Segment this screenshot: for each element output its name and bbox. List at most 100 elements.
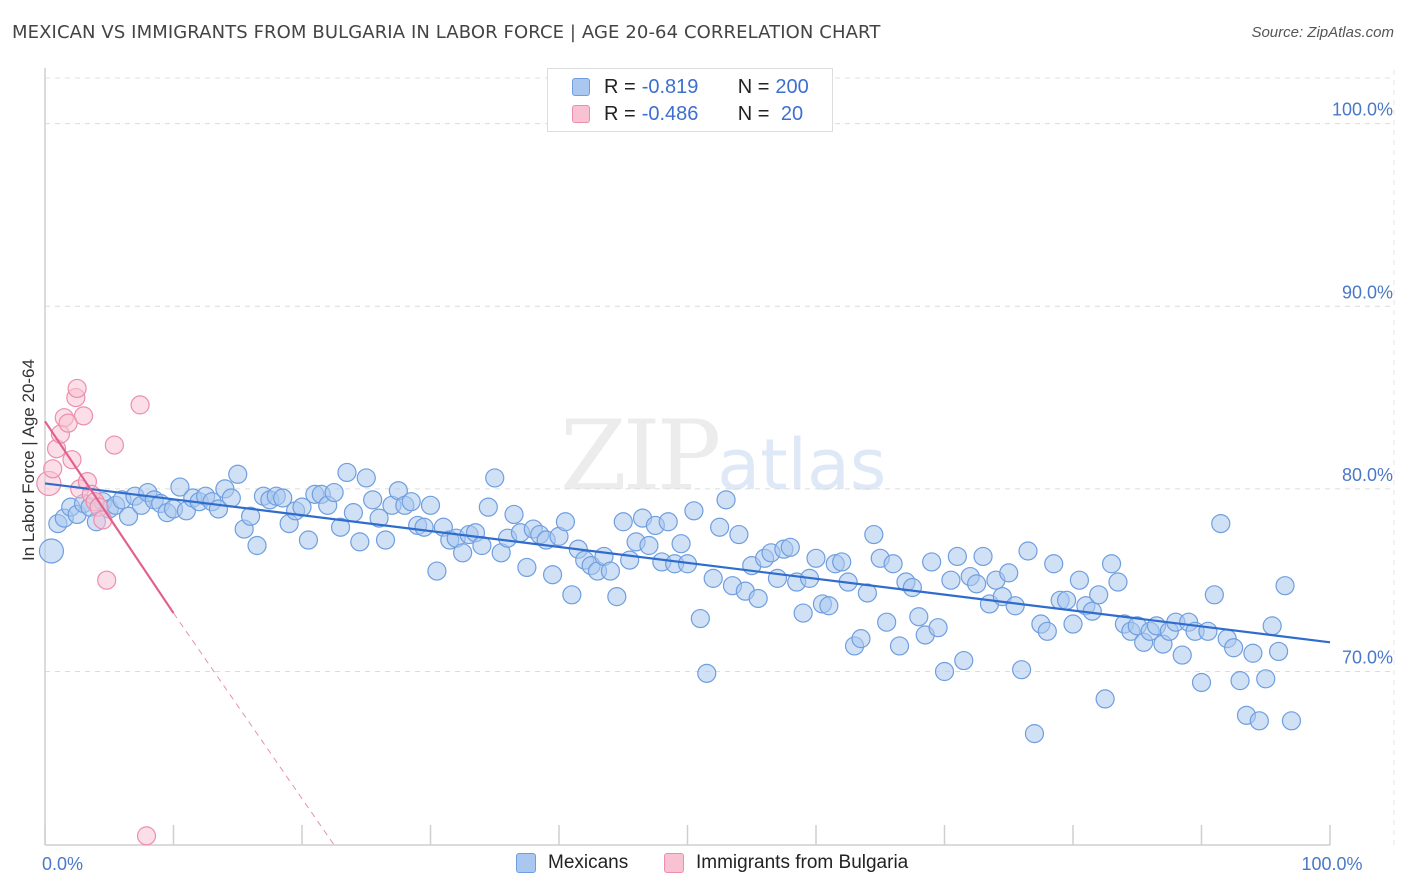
data-point: [1191, 672, 1212, 693]
x-tick-label: 100.0%: [1301, 854, 1362, 874]
data-point: [1198, 621, 1218, 641]
legend-r-label: R =: [604, 75, 636, 98]
data-point: [954, 650, 974, 671]
data-point: [902, 577, 922, 598]
data-point: [889, 636, 910, 656]
source-credit: Source: ZipAtlas.com: [1251, 24, 1394, 41]
legend-row-mexicans: R = -0.819 N = 200: [572, 74, 809, 100]
data-point: [1044, 554, 1064, 574]
data-point: [967, 574, 987, 594]
watermark: ZIPatlas: [560, 400, 886, 512]
legend-swatch-bulgaria: [664, 853, 684, 873]
y-tick-label: 80.0%: [1342, 465, 1393, 485]
data-point: [517, 557, 537, 578]
data-point: [877, 612, 897, 632]
data-point: [38, 538, 65, 564]
legend: R = -0.819 N = 200 R = -0.486 N = 20: [547, 68, 833, 132]
data-point: [613, 512, 633, 532]
data-point: [857, 583, 878, 603]
data-point: [767, 568, 788, 588]
data-point: [710, 517, 730, 537]
data-point: [330, 517, 351, 537]
data-point: [93, 510, 113, 530]
y-tick-label: 100.0%: [1332, 100, 1393, 120]
bottom-legend-label: Mexicans: [548, 852, 629, 873]
data-point: [819, 596, 839, 616]
legend-swatch-mexicans: [572, 78, 590, 96]
series-mexicans: [38, 462, 1302, 744]
bottom-legend-label: Immigrants from Bulgaria: [696, 852, 909, 873]
data-point: [97, 570, 117, 590]
data-point: [356, 468, 376, 488]
y-tick-label: 90.0%: [1342, 282, 1393, 302]
data-point: [542, 565, 563, 585]
data-point: [684, 501, 704, 521]
data-point: [414, 517, 434, 537]
data-point: [504, 504, 524, 525]
grid-lines: [45, 70, 1395, 845]
data-point: [427, 561, 447, 581]
data-point: [324, 482, 344, 503]
data-point: [883, 554, 903, 574]
data-point: [1089, 585, 1109, 605]
data-point: [170, 477, 190, 497]
data-point: [928, 618, 948, 638]
data-point: [1243, 643, 1263, 663]
watermark-zip: ZIP: [560, 400, 721, 512]
data-point: [104, 435, 124, 455]
legend-swatch-bulgaria: [572, 105, 590, 123]
data-point: [298, 530, 319, 550]
legend-swatch-mexicans: [516, 853, 536, 873]
legend-r-label: R =: [604, 102, 636, 125]
data-point: [941, 570, 961, 590]
data-point: [130, 395, 150, 415]
legend-r-value: -0.486: [641, 102, 699, 125]
data-point: [806, 548, 826, 568]
data-point: [337, 462, 357, 483]
data-point: [555, 512, 576, 532]
data-point: [73, 406, 94, 426]
data-point: [658, 512, 678, 532]
data-point: [1063, 614, 1083, 634]
x-tick-label: 0.0%: [42, 854, 83, 874]
data-point: [1224, 638, 1244, 658]
data-point: [716, 490, 736, 510]
data-point: [600, 561, 621, 581]
data-point: [909, 607, 929, 627]
data-point: [478, 497, 498, 517]
data-point: [453, 543, 473, 563]
trend-line-bulgaria-extension: [173, 612, 335, 846]
data-point: [1211, 513, 1231, 534]
data-point: [690, 608, 710, 629]
data-point: [485, 468, 505, 488]
data-point: [999, 563, 1019, 583]
data-point: [1275, 576, 1295, 596]
bottom-legend: Mexicans Immigrants from Bulgaria: [0, 852, 1406, 878]
axes: [44, 68, 1331, 846]
data-point: [1018, 541, 1038, 561]
data-point: [703, 568, 723, 588]
data-point: [947, 546, 967, 567]
data-point: [697, 663, 717, 683]
data-point: [247, 535, 267, 556]
data-point: [228, 464, 248, 484]
data-point: [1204, 585, 1224, 605]
bottom-legend-bulgaria[interactable]: Immigrants from Bulgaria: [664, 852, 908, 874]
watermark-atlas: atlas: [717, 424, 887, 506]
data-point: [1108, 572, 1128, 592]
data-point: [1069, 570, 1090, 590]
series-bulgaria: [36, 378, 157, 846]
bottom-legend-mexicans[interactable]: Mexicans: [516, 852, 628, 874]
data-point: [973, 546, 993, 567]
trend-line-mexicans: [44, 482, 1331, 644]
legend-r-value: -0.819: [641, 75, 699, 98]
legend-n-label: N =: [737, 75, 770, 98]
data-point: [832, 552, 852, 572]
data-point: [1281, 711, 1302, 731]
data-point: [1056, 590, 1077, 610]
data-point: [43, 459, 63, 479]
scatter-points: [36, 378, 1302, 846]
data-point: [793, 603, 813, 623]
data-point: [136, 826, 157, 846]
